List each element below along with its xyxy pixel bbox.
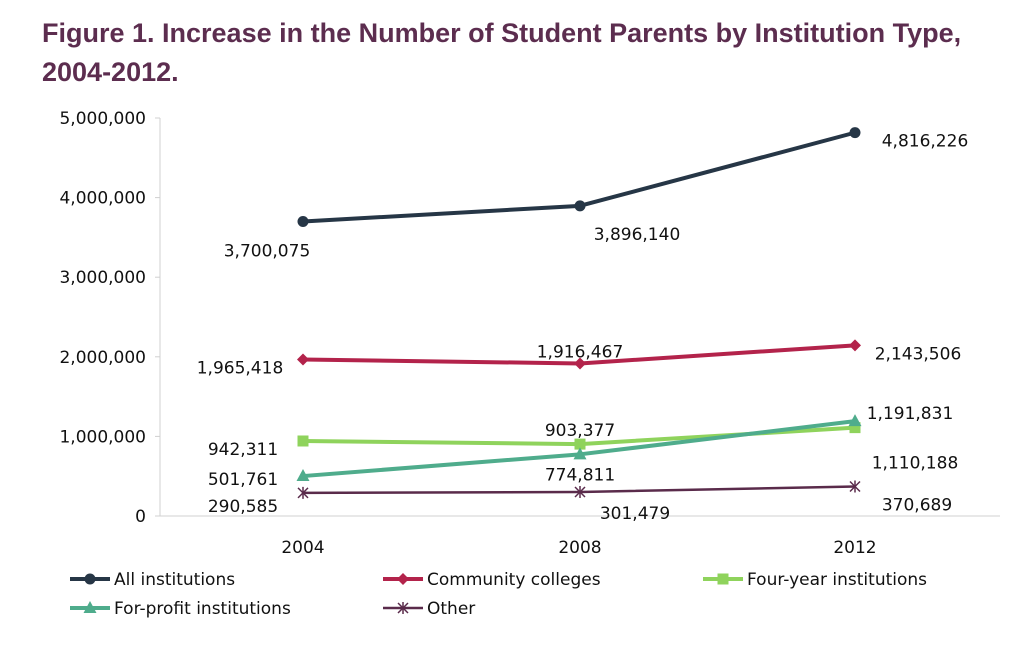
data-point <box>574 438 586 450</box>
data-label: 903,377 <box>545 421 615 441</box>
y-tick-label: 1,000,000 <box>59 427 146 447</box>
y-tick-label: 3,000,000 <box>59 268 146 288</box>
data-label: 290,585 <box>208 497 278 517</box>
y-tick-label: 0 <box>135 507 146 527</box>
y-tick-label: 5,000,000 <box>59 109 146 129</box>
data-label: 301,479 <box>600 504 670 524</box>
legend-item: All institutions <box>70 570 235 590</box>
y-tick-label: 2,000,000 <box>59 348 146 368</box>
data-label: 774,811 <box>545 465 615 485</box>
data-point <box>573 447 587 460</box>
data-point <box>574 486 586 499</box>
legend-label: For-profit institutions <box>114 599 291 619</box>
data-label: 370,689 <box>882 495 952 515</box>
data-point <box>574 200 586 212</box>
series-community-colleges: 1,965,418 1,916,467 2,143,506 <box>197 339 962 379</box>
x-tick-label: 2012 <box>833 538 876 558</box>
data-label: 4,816,226 <box>882 132 969 152</box>
data-label: 3,896,140 <box>594 225 681 245</box>
legend-label: Other <box>427 599 475 619</box>
legend-marker-circle-icon <box>84 573 96 585</box>
data-point <box>297 215 309 227</box>
legend-item: Other <box>383 599 475 619</box>
data-point <box>848 414 862 427</box>
data-label: 1,965,418 <box>197 359 284 379</box>
legend-item: Community colleges <box>383 570 601 590</box>
legend-item: Four-year institutions <box>703 570 927 590</box>
legend-item: For-profit institutions <box>70 599 291 619</box>
data-point <box>849 339 861 352</box>
legend-label: Four-year institutions <box>747 570 927 590</box>
data-label: 1,191,831 <box>867 404 954 424</box>
data-point <box>849 422 861 434</box>
data-label: 3,700,075 <box>224 241 311 261</box>
legend-marker-triangle-icon <box>83 601 97 613</box>
series-for-profit-institutions: 501,761 774,811 1,191,831 <box>208 404 953 490</box>
data-point <box>574 357 586 370</box>
data-point <box>297 486 309 499</box>
y-tick-label: 4,000,000 <box>59 189 146 209</box>
data-point <box>296 469 310 482</box>
data-point <box>297 353 309 366</box>
x-tick-label: 2008 <box>558 538 601 558</box>
chart-title: Figure 1. Increase in the Number of Stud… <box>42 18 962 87</box>
x-tick-label: 2004 <box>281 538 324 558</box>
data-label: 2,143,506 <box>875 344 962 364</box>
data-label: 1,110,188 <box>872 454 959 474</box>
series-other: 290,585 301,479 370,689 <box>208 480 952 524</box>
legend-label: Community colleges <box>427 570 601 590</box>
legend-marker-square-icon <box>717 573 729 585</box>
series-all-institutions: 3,700,075 3,896,140 4,816,226 <box>224 127 969 261</box>
data-point <box>849 480 861 493</box>
legend-marker-diamond-icon <box>397 573 409 585</box>
data-point <box>849 127 861 139</box>
data-label: 942,311 <box>208 440 278 460</box>
data-label: 1,916,467 <box>537 342 624 362</box>
data-point <box>297 435 309 447</box>
legend-label: All institutions <box>114 570 235 590</box>
data-label: 501,761 <box>208 470 278 490</box>
series-four-year-institutions: 942,311 903,377 1,110,188 <box>208 421 958 474</box>
legend-marker-asterisk-icon <box>397 602 409 614</box>
